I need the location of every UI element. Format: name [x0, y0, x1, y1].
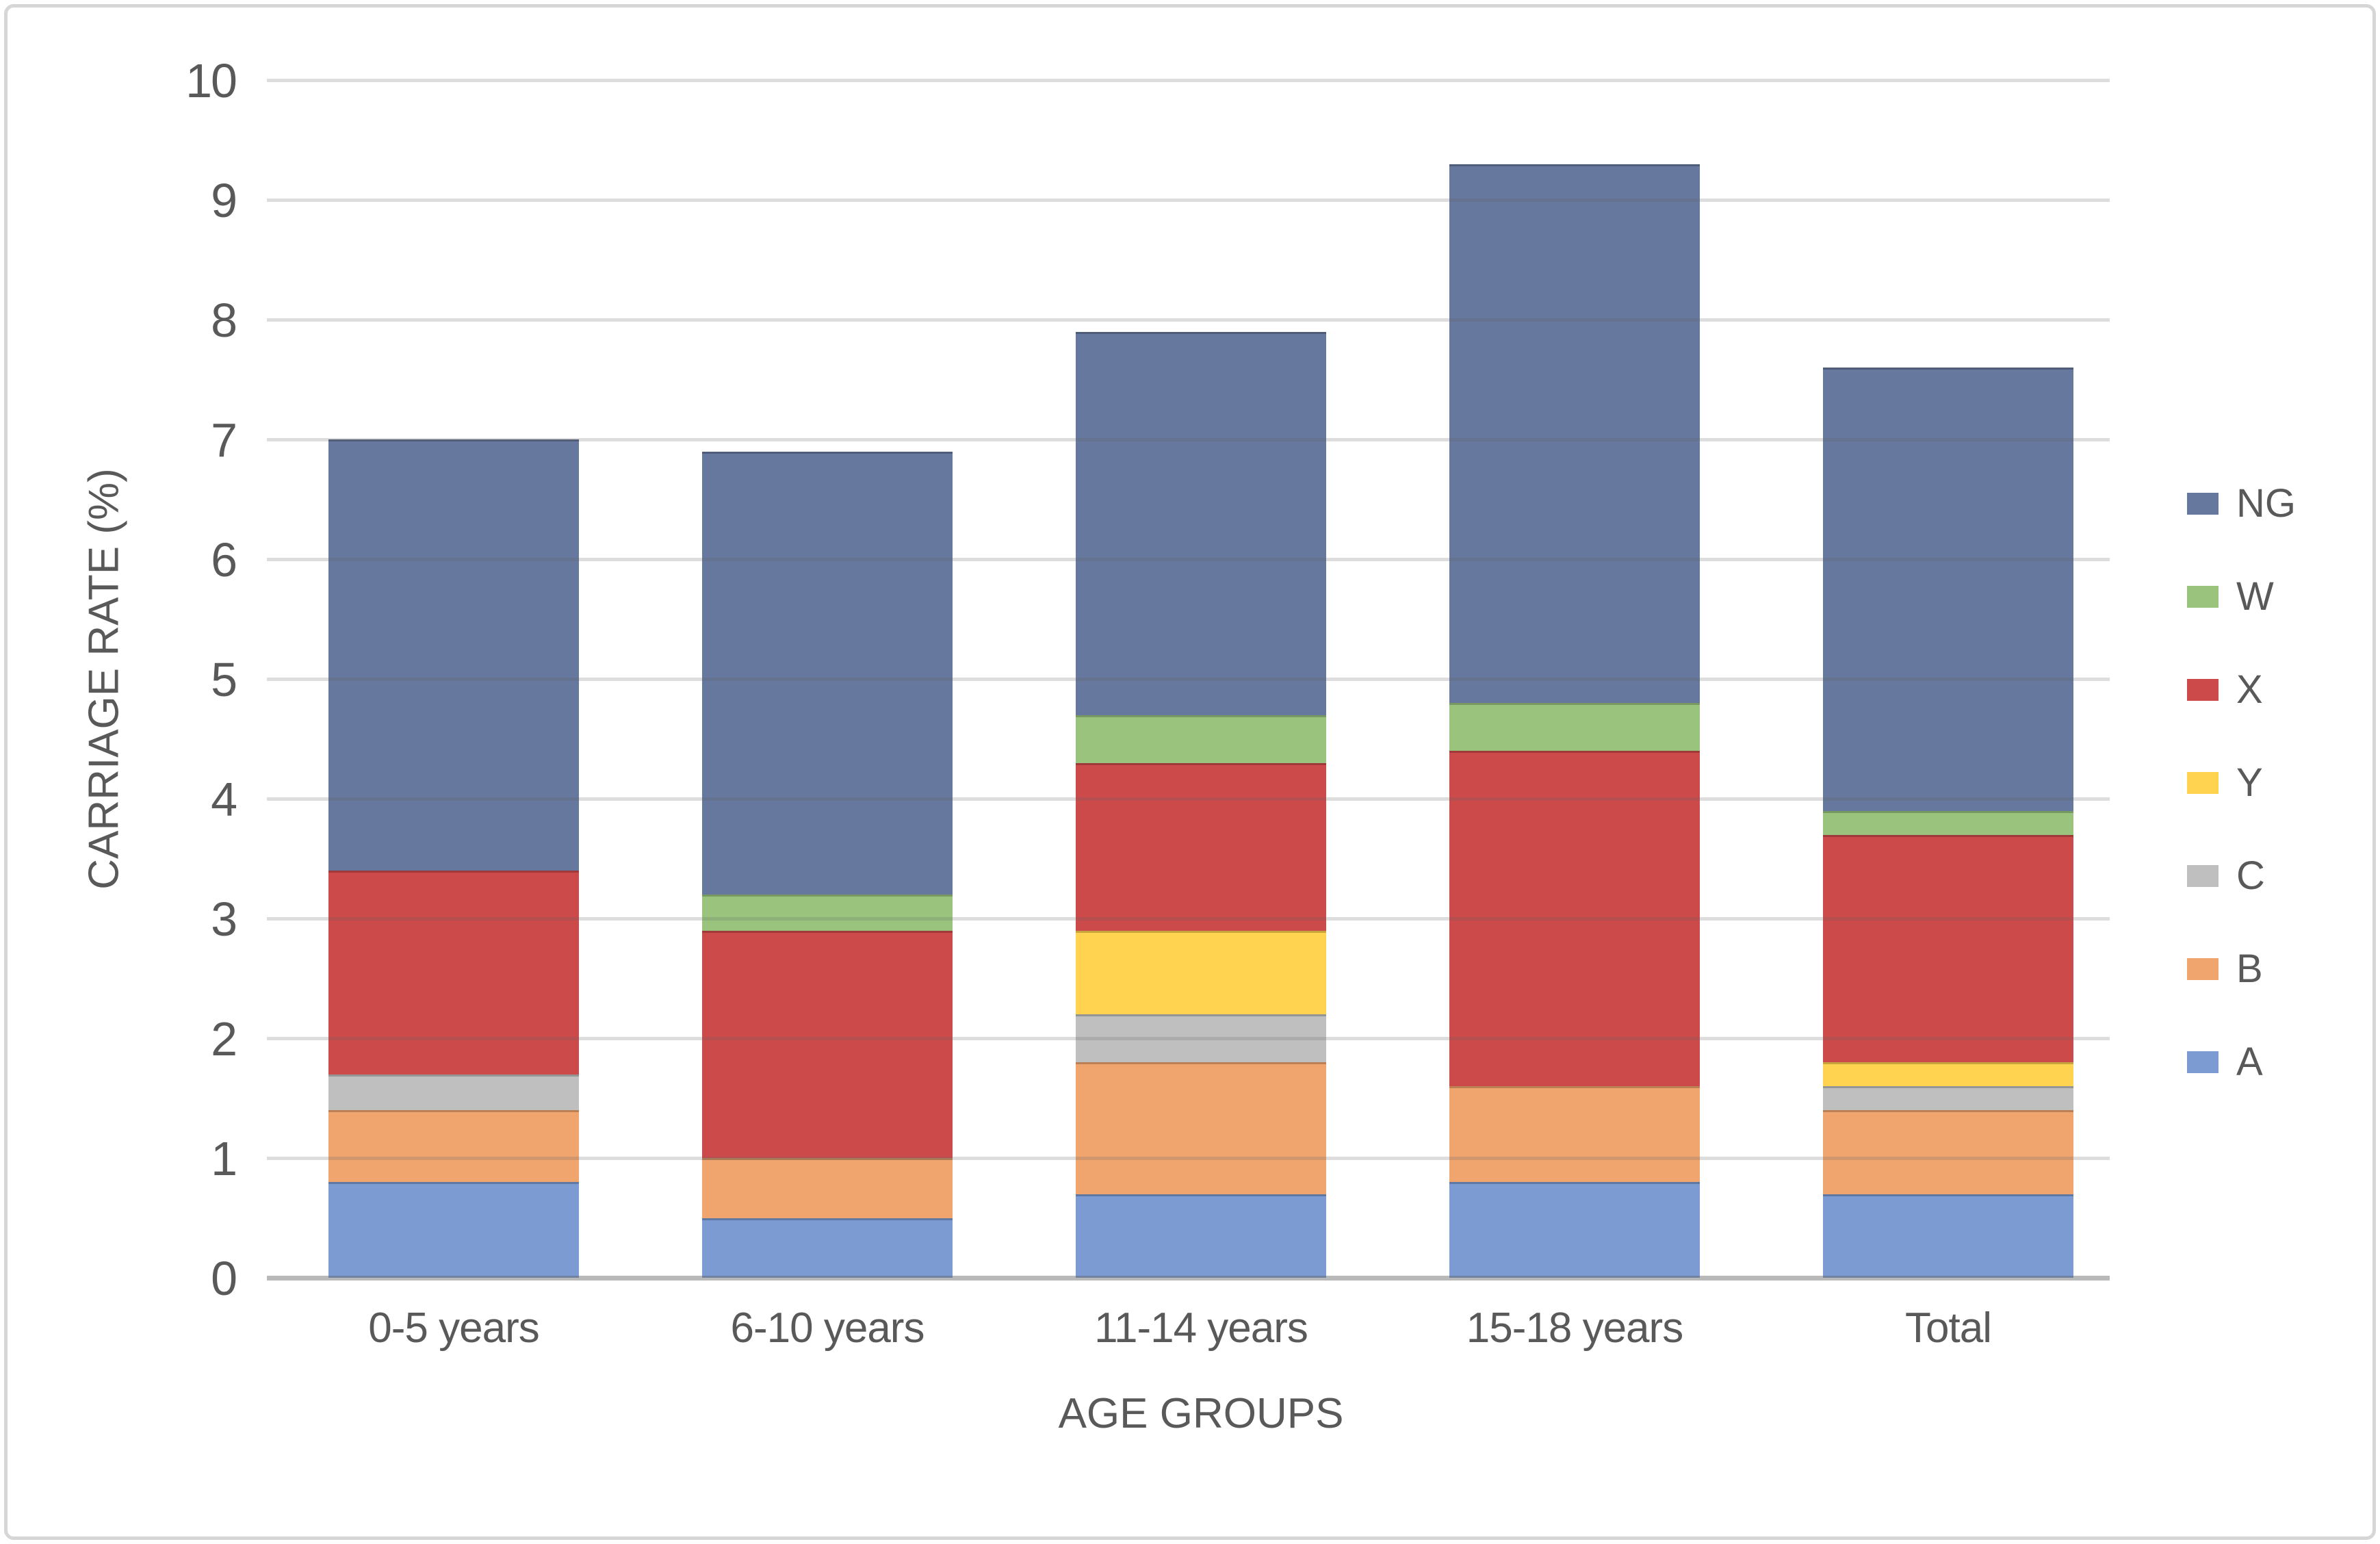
bar-segment-X [1823, 834, 2073, 1062]
legend-label: W [2236, 574, 2274, 619]
bar-6-10-years [702, 451, 953, 1278]
y-tick-label: 3 [211, 892, 237, 946]
x-category-label: 6-10 years [730, 1304, 925, 1352]
legend-item-X: X [2187, 669, 2296, 711]
y-tick-label: 8 [211, 294, 237, 347]
legend-label: B [2236, 947, 2263, 991]
bar-segment-C [1823, 1086, 2073, 1110]
bar-segment-B [1076, 1062, 1326, 1194]
legend-swatch-W [2187, 586, 2219, 608]
bar-0-5-years [328, 439, 579, 1278]
bar-segment-NG [1823, 368, 2073, 811]
bar-segment-A [1076, 1194, 1326, 1278]
bar-segment-C [1076, 1014, 1326, 1062]
y-tick-label: 1 [211, 1132, 237, 1185]
legend: NG W X Y C B A [2187, 483, 2296, 1083]
legend-label: A [2236, 1040, 2263, 1084]
x-category-label: 15-18 years [1466, 1304, 1683, 1352]
bar-segment-B [328, 1110, 579, 1182]
x-category-label: 11-14 years [1094, 1304, 1308, 1352]
bar-segment-A [328, 1182, 579, 1278]
bar-segment-W [1076, 715, 1326, 763]
bar-segment-X [1449, 751, 1700, 1086]
bar-15-18-years [1449, 164, 1700, 1278]
bar-segment-B [1823, 1110, 2073, 1194]
y-tick-label: 9 [211, 174, 237, 227]
y-tick-label: 2 [211, 1012, 237, 1066]
legend-label: C [2236, 853, 2265, 898]
legend-label: NG [2236, 481, 2296, 526]
legend-item-NG: NG [2187, 483, 2296, 525]
bar-segment-X [702, 930, 953, 1158]
legend-swatch-C [2187, 865, 2219, 887]
bar-segment-NG [1076, 331, 1326, 715]
y-tick-label: 7 [211, 413, 237, 467]
bar-segment-C [328, 1074, 579, 1110]
bar-segment-X [328, 871, 579, 1075]
bar-segment-W [702, 895, 953, 931]
y-tick-label: 10 [185, 54, 237, 107]
x-category-label: Total [1905, 1304, 1992, 1352]
bar-segment-Y [1076, 930, 1326, 1014]
bar-segment-A [1823, 1194, 2073, 1278]
x-axis-title: AGE GROUPS [1058, 1390, 1344, 1437]
legend-item-A: A [2187, 1041, 2296, 1083]
x-category-label: 0-5 years [368, 1304, 539, 1352]
y-tick-label: 0 [211, 1252, 237, 1305]
bar-segment-NG [702, 451, 953, 895]
legend-label: Y [2236, 760, 2263, 805]
y-tick-label: 4 [211, 773, 237, 826]
legend-swatch-A [2187, 1051, 2219, 1073]
bar-total [1823, 368, 2073, 1278]
bar-segment-W [1823, 810, 2073, 835]
bar-segment-B [1449, 1086, 1700, 1182]
legend-item-W: W [2187, 576, 2296, 618]
legend-item-B: B [2187, 948, 2296, 990]
bar-segment-Y [1823, 1062, 2073, 1086]
bar-segment-A [1449, 1182, 1700, 1278]
legend-item-Y: Y [2187, 762, 2296, 804]
legend-swatch-Y [2187, 772, 2219, 794]
legend-swatch-X [2187, 679, 2219, 701]
legend-swatch-B [2187, 958, 2219, 980]
bar-11-14-years [1076, 331, 1326, 1278]
bar-segment-NG [328, 439, 579, 871]
legend-item-C: C [2187, 855, 2296, 897]
bar-segment-W [1449, 703, 1700, 751]
y-tick-label: 6 [211, 533, 237, 587]
y-tick-label: 5 [211, 653, 237, 706]
bar-segment-B [702, 1158, 953, 1218]
y-axis-title: CARRIAGE RATE (%) [80, 468, 128, 890]
legend-label: X [2236, 667, 2263, 712]
legend-swatch-NG [2187, 493, 2219, 515]
bar-segment-A [702, 1218, 953, 1278]
bar-segment-X [1076, 762, 1326, 931]
bar-segment-NG [1449, 164, 1700, 703]
